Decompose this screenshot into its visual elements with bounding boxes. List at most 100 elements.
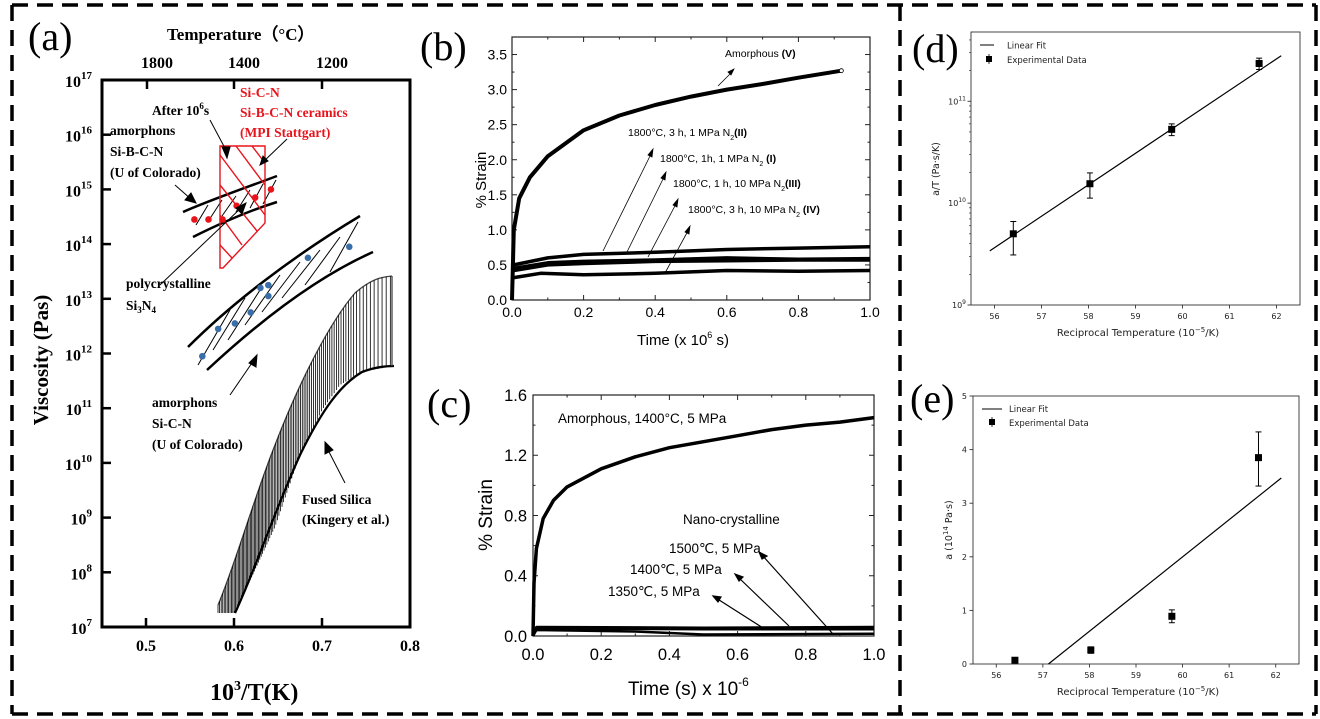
chart-a-top-ticks: 1800 1400 1200 xyxy=(141,55,348,89)
chart-d-fit-line xyxy=(989,55,1282,252)
chart-b-y-tick-label: 1.0 xyxy=(488,222,508,238)
chart-d-axes-frame xyxy=(970,31,1301,306)
chart-a-x-tick-label: 0.7 xyxy=(312,638,332,655)
chart-b-y-tick-label: 3.0 xyxy=(488,82,508,98)
chart-e-point xyxy=(1011,656,1019,664)
chart-b-x-tick-label: 0.6 xyxy=(717,304,737,320)
chart-e-y-tick-label: 1 xyxy=(962,606,967,615)
chart-e-point xyxy=(1254,454,1262,462)
tick-exp: 10 xyxy=(81,453,93,465)
chart-d-y-tick-label: 1011 xyxy=(948,95,966,106)
chart-e-legend-fit: Linear Fit xyxy=(1009,405,1049,415)
chart-c-label-nano: Nano-crystalline xyxy=(683,512,780,527)
chart-c-x-label: Time (s) x 10-6 xyxy=(628,675,749,700)
chart-e-x-tick-label: 56 xyxy=(991,671,1001,680)
chart-a-top-tick-label: 1800 xyxy=(141,55,173,72)
tick-exp: 8 xyxy=(87,562,93,574)
chart-b-y-tick-label: 2.5 xyxy=(488,117,508,133)
chart-d-x-tick-label: 57 xyxy=(1036,312,1046,321)
tick-exp: 13 xyxy=(81,289,93,301)
tick-exp: 12 xyxy=(81,344,93,356)
chart-c-series-line xyxy=(531,415,875,637)
chart-b-x-tick-label: 0.2 xyxy=(574,304,594,320)
chart-d-legend-data: Experimental Data xyxy=(1007,56,1087,66)
chart-a-y-tick-label: 108 xyxy=(71,562,93,583)
chart-b-label-i: 1800°C, 1h, 1 MPa N2 (I) xyxy=(660,153,776,168)
panel-label-b: (b) xyxy=(420,24,467,69)
panel-label-d: (d) xyxy=(912,26,959,71)
chart-b-series-end-marker xyxy=(838,68,844,74)
chart-a-annot-silica-2: (Kingery et al.) xyxy=(302,512,389,527)
chart-a-annot-silica-1: Fused Silica xyxy=(302,492,372,507)
tick-exp: 17 xyxy=(81,70,93,82)
tick-base: 10 xyxy=(71,621,87,638)
chart-e-x-tick-label: 58 xyxy=(1084,671,1094,680)
chart-a-red-point xyxy=(219,216,226,223)
chart-c-y-tick-label: 1.6 xyxy=(504,387,527,405)
chart-a-x-ticks: 0.5 0.6 0.7 0.8 xyxy=(136,618,420,655)
chart-d-x-tick-label: 58 xyxy=(1083,312,1093,321)
chart-c-y-tick-label: 0.8 xyxy=(504,507,527,525)
chart-c-arrows xyxy=(711,550,834,635)
chart-a-annot-poly-2: Si3N4 xyxy=(126,298,157,315)
chart-e-x-tick-label: 57 xyxy=(1038,671,1048,680)
chart-c-label-1500: 1500℃, 5 MPa xyxy=(669,541,761,556)
chart-c-y-label: % Strain xyxy=(476,479,497,551)
chart-b-label-ii: 1800°C, 3 h, 1 MPa N2(II) xyxy=(628,127,747,142)
tick-base: 10 xyxy=(66,402,82,419)
chart-b-label-amorphous: Amorphous (V) xyxy=(725,48,796,60)
chart-e-x-label: Reciprocal Temperature (10−5/K) xyxy=(1057,685,1219,698)
chart-d-y-tick-label: 1010 xyxy=(948,197,966,208)
chart-a-x-tick-label: 0.6 xyxy=(224,638,244,655)
chart-a-red-point xyxy=(191,216,198,223)
chart-a-y-tick-label: 1013 xyxy=(65,289,93,310)
panel-borders xyxy=(10,3,1318,716)
chart-d-point xyxy=(1168,125,1176,133)
chart-b-series-line xyxy=(513,244,871,267)
chart-a-annot-sibcn-3: (U of Colorado) xyxy=(110,165,201,180)
chart-a-blue-point xyxy=(231,320,239,327)
chart-b-y-label: % Strain xyxy=(473,152,490,209)
chart-b-strain: 0.0 0.2 0.4 0.6 0.8 1.0 0.0 0.5 1.0 1.5 2.0 2.5 3.0 3… xyxy=(473,36,880,349)
chart-a-y-label: Viscosity (Pas) xyxy=(29,295,53,425)
chart-b-label-iii: 1800°C, 1 h, 10 MPa N2(III) xyxy=(673,178,801,193)
chart-c-x-tick-label: 0.0 xyxy=(522,646,545,664)
chart-b-y-tick-label: 3.5 xyxy=(488,47,508,63)
chart-d-x-tick-label: 62 xyxy=(1271,312,1281,321)
chart-a-annot-mpi-1: Si-C-N xyxy=(240,85,280,100)
chart-a-blue-point xyxy=(214,325,222,333)
chart-e-axes-frame xyxy=(972,395,1300,665)
chart-a-annot-after: After 106s xyxy=(152,101,209,118)
chart-a-si3n4-band xyxy=(187,214,374,371)
chart-c-strain: 0.0 0.2 0.4 0.6 0.8 1.0 0.0 0.4 0.8 1.2 1.6 % Stra… xyxy=(476,387,885,700)
chart-d-y-tick-label: 109 xyxy=(952,299,966,310)
chart-a-y-tick-label: 109 xyxy=(71,508,93,529)
chart-c-x-tick-label: 0.4 xyxy=(658,646,681,664)
chart-a-y-tick-label: 1014 xyxy=(65,234,93,255)
chart-a-top-tick-label: 1400 xyxy=(228,55,260,72)
chart-e-legend: Linear Fit Experimental Data xyxy=(982,405,1089,429)
chart-c-label-1350: 1350℃, 5 MPa xyxy=(608,584,700,599)
tick-exp: 11 xyxy=(82,398,92,410)
chart-a-y-tick-label: 1015 xyxy=(65,179,93,200)
chart-e-x-tick-label: 62 xyxy=(1271,671,1281,680)
chart-a-red-points xyxy=(191,186,275,223)
chart-b-arrows xyxy=(602,68,735,274)
chart-a-annot-mpi-2: Si-B-C-N ceramics xyxy=(240,105,348,120)
chart-c-y-tick-label: 1.2 xyxy=(504,447,527,465)
chart-e-ticks: 56 57 58 59 60 61 62 0 1 2 3 4 5 xyxy=(962,392,1281,680)
chart-d-y-label: a/T (Pa·s/K) xyxy=(931,142,942,196)
chart-d-plot xyxy=(989,55,1282,256)
chart-a-red-point xyxy=(251,194,259,201)
tick-exp: 14 xyxy=(81,234,93,246)
chart-a-annot-sicn-1: amorphons xyxy=(152,395,217,410)
tick-base: 10 xyxy=(948,97,958,106)
chart-e-point xyxy=(1087,646,1095,654)
chart-c-series-line xyxy=(531,628,875,637)
chart-c-label-amorphous: Amorphous, 1400°C, 5 MPa xyxy=(558,411,727,426)
chart-e-x-tick-label: 61 xyxy=(1224,671,1234,680)
tick-base: 10 xyxy=(65,74,81,91)
chart-c-y-tick-label: 0.0 xyxy=(504,628,527,646)
chart-d-point xyxy=(1255,59,1263,67)
